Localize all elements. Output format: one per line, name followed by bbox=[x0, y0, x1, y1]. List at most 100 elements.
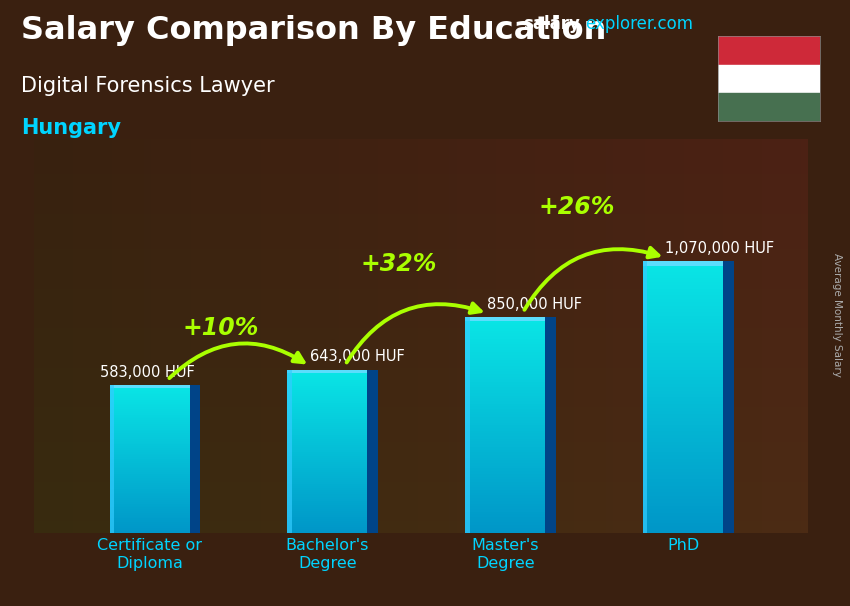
Bar bbox=[643, 404, 723, 407]
Bar bbox=[287, 499, 367, 501]
Bar bbox=[110, 502, 190, 504]
Bar bbox=[110, 526, 190, 528]
Bar bbox=[287, 470, 367, 472]
Bar bbox=[643, 445, 723, 448]
Bar bbox=[643, 350, 723, 353]
Bar bbox=[287, 441, 367, 444]
Bar bbox=[465, 425, 545, 428]
Text: salary: salary bbox=[523, 15, 580, 33]
Bar bbox=[643, 435, 723, 438]
Bar bbox=[110, 426, 190, 428]
Bar bbox=[465, 493, 545, 496]
Bar bbox=[287, 464, 367, 466]
Bar bbox=[287, 374, 367, 376]
Bar bbox=[643, 489, 723, 493]
Bar bbox=[287, 399, 367, 401]
Bar bbox=[643, 465, 723, 468]
Bar bbox=[465, 352, 545, 355]
Bar bbox=[643, 387, 723, 390]
Bar bbox=[643, 319, 723, 322]
Bar bbox=[643, 353, 723, 356]
Bar bbox=[287, 413, 367, 415]
Bar bbox=[110, 446, 190, 448]
Bar bbox=[110, 467, 190, 468]
Bar bbox=[643, 322, 723, 326]
Bar bbox=[465, 374, 545, 377]
Bar bbox=[643, 499, 723, 503]
Bar bbox=[110, 411, 190, 413]
Bar bbox=[110, 395, 190, 396]
Bar bbox=[110, 461, 190, 463]
Text: +26%: +26% bbox=[538, 195, 615, 219]
Bar bbox=[643, 401, 723, 404]
Bar bbox=[465, 331, 545, 333]
Bar bbox=[110, 385, 190, 388]
Bar bbox=[110, 441, 190, 442]
Bar bbox=[110, 470, 190, 472]
Bar bbox=[465, 422, 545, 425]
Bar bbox=[465, 350, 545, 352]
Text: 850,000 HUF: 850,000 HUF bbox=[487, 297, 582, 311]
Bar bbox=[110, 387, 190, 389]
Bar bbox=[643, 520, 723, 523]
Text: Salary Comparison By Education: Salary Comparison By Education bbox=[21, 15, 607, 46]
Bar bbox=[110, 519, 190, 521]
Bar bbox=[643, 302, 723, 305]
Bar bbox=[287, 515, 367, 517]
Bar bbox=[287, 501, 367, 502]
Bar bbox=[287, 462, 367, 464]
Bar bbox=[723, 261, 734, 533]
Bar bbox=[465, 504, 545, 506]
Bar bbox=[465, 476, 545, 479]
Bar bbox=[465, 479, 545, 482]
Bar bbox=[287, 407, 367, 408]
Bar bbox=[287, 509, 367, 511]
Bar bbox=[643, 373, 723, 377]
Bar bbox=[465, 333, 545, 336]
Bar bbox=[287, 395, 367, 396]
Bar bbox=[287, 472, 367, 474]
Bar bbox=[287, 427, 367, 429]
Bar bbox=[110, 505, 190, 507]
Bar bbox=[110, 513, 190, 514]
Bar bbox=[287, 444, 367, 445]
Bar bbox=[110, 409, 190, 411]
Bar bbox=[643, 462, 723, 465]
Bar bbox=[110, 478, 190, 479]
Bar bbox=[110, 531, 190, 533]
Bar bbox=[110, 530, 190, 531]
Bar bbox=[465, 447, 545, 450]
Bar bbox=[465, 361, 545, 363]
Bar bbox=[110, 393, 190, 395]
Bar bbox=[643, 261, 648, 533]
Bar bbox=[643, 282, 723, 285]
Bar bbox=[465, 339, 545, 342]
Bar bbox=[643, 347, 723, 350]
Bar bbox=[110, 400, 190, 402]
Bar bbox=[287, 447, 367, 450]
Bar bbox=[643, 309, 723, 312]
Bar bbox=[465, 318, 545, 320]
Bar bbox=[465, 463, 545, 466]
Bar bbox=[110, 398, 190, 400]
Bar bbox=[465, 407, 545, 409]
Bar bbox=[643, 479, 723, 482]
Bar bbox=[643, 448, 723, 451]
Bar bbox=[287, 438, 367, 439]
Bar bbox=[643, 438, 723, 442]
Bar bbox=[643, 329, 723, 333]
Bar bbox=[110, 528, 190, 530]
Bar bbox=[465, 442, 545, 444]
Bar bbox=[110, 407, 190, 409]
Bar bbox=[287, 460, 367, 462]
Bar bbox=[643, 305, 723, 309]
Bar bbox=[110, 472, 190, 474]
Bar bbox=[110, 444, 190, 446]
Bar bbox=[110, 522, 190, 524]
Bar bbox=[287, 390, 367, 392]
Bar bbox=[718, 36, 820, 65]
Bar bbox=[110, 396, 190, 398]
Bar bbox=[110, 496, 190, 498]
Text: Average Monthly Salary: Average Monthly Salary bbox=[832, 253, 842, 377]
Bar bbox=[110, 421, 190, 422]
